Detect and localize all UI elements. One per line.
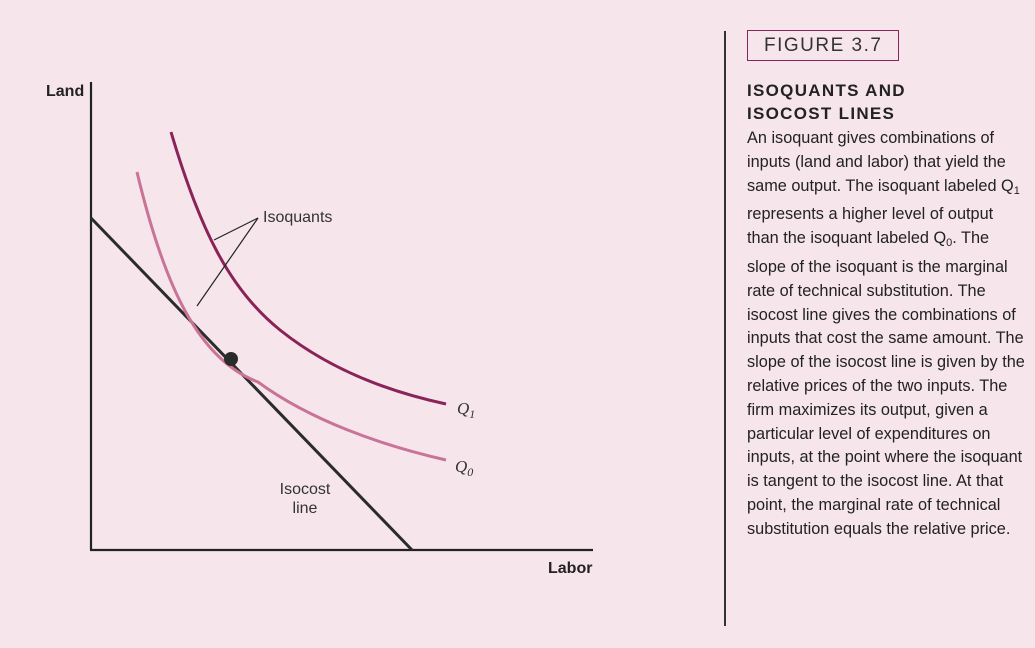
isoquant-q1-curve [169, 131, 447, 406]
body-subscript-0: 0 [946, 237, 953, 250]
q0-letter: Q [455, 457, 467, 476]
diagram-canvas: Land Labor Isoquants Isocost line Q1 Q0 [46, 82, 593, 577]
figure-caption: FIGURE 3.7 ISOQUANTS AND ISOCOST LINES A… [747, 30, 1029, 542]
figure-body-text: An isoquant gives combinations of inputs… [747, 127, 1029, 542]
body-part-3: . The slope of the isoquant is the margi… [747, 229, 1025, 538]
body-part-2: represents a higher level of output than… [747, 205, 994, 248]
figure-number: FIGURE 3.7 [747, 30, 900, 61]
isocost-label-line1: Isocost [280, 481, 331, 498]
isoquants-leader-q0 [196, 217, 259, 307]
isoquant-diagram: Land Labor Isoquants Isocost line Q1 Q0 [46, 82, 593, 577]
q0-label: Q0 [455, 457, 473, 479]
isocost-line [89, 216, 414, 552]
caption-divider [724, 31, 726, 626]
isocost-label-line2: line [293, 500, 318, 517]
tangency-point [224, 352, 238, 366]
body-part-1: An isoquant gives combinations of inputs… [747, 129, 1014, 195]
isoquants-leader-q1 [213, 217, 259, 241]
figure-title-line1: ISOQUANTS AND [747, 81, 906, 100]
figure-title-line2: ISOCOST LINES [747, 104, 896, 123]
y-axis-label: Land [46, 83, 84, 100]
isoquant-q0-curve [135, 171, 447, 462]
q0-subscript: 0 [467, 465, 473, 479]
q1-label: Q1 [457, 399, 475, 421]
q1-letter: Q [457, 399, 469, 418]
figure-title: ISOQUANTS AND ISOCOST LINES [747, 79, 1029, 125]
x-axis-label: Labor [548, 560, 592, 577]
body-subscript-1: 1 [1013, 184, 1020, 197]
isoquants-label: Isoquants [263, 209, 332, 226]
q1-subscript: 1 [469, 407, 475, 421]
